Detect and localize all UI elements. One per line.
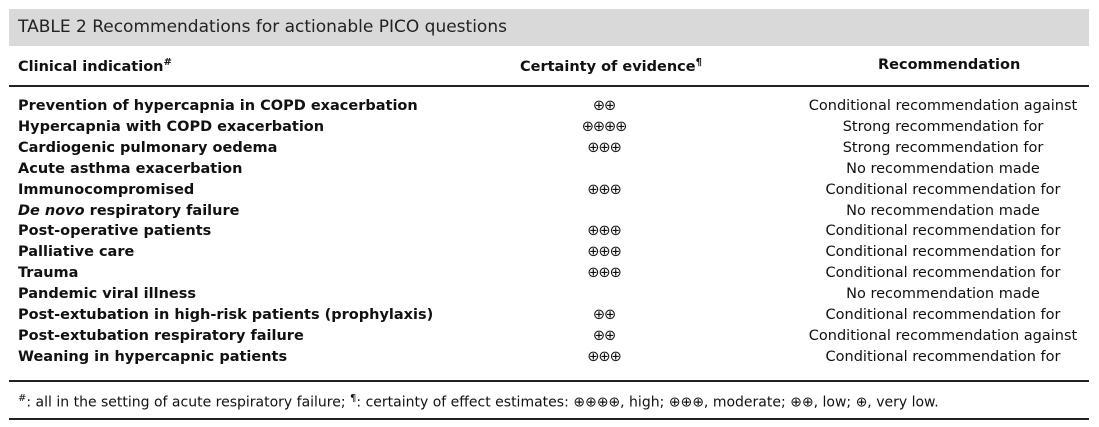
table-row: Post-extubation in high-risk patients (p… [0, 307, 1099, 328]
cell-certainty-of-evidence: ⊕⊕⊕ [587, 139, 621, 156]
indication-text: Post-extubation in high-risk patients (p… [18, 307, 434, 323]
cell-recommendation: Conditional recommendation for [825, 265, 1061, 282]
indication-text: Weaning in hypercapnic patients [18, 348, 288, 365]
indication-text: Pandemic viral illness [18, 286, 196, 303]
cell-clinical-indication: Cardiogenic pulmonary oedema [18, 140, 277, 156]
cell-clinical-indication: Prevention of hypercapnia in COPD exacer… [18, 98, 418, 114]
header-recommendation: Recommendation [878, 57, 1021, 73]
table-row: Palliative care ⊕⊕⊕ Conditional recommenda… [0, 244, 1099, 265]
header-indication-mark: # [163, 57, 172, 68]
header-indication-label: Clinical indication [18, 58, 164, 75]
cell-clinical-indication: Acute asthma exacerbation [18, 161, 242, 177]
cell-clinical-indication: Pandemic viral illness [18, 286, 196, 302]
cell-certainty-of-evidence: ⊕⊕ [592, 307, 616, 323]
indication-text: Immunocompromised [18, 181, 195, 198]
table-row: Pandemic viral illness No recommendation … [0, 286, 1099, 307]
table-row: Post-extubation respiratory failure ⊕⊕ Con… [0, 328, 1099, 349]
cell-recommendation: Conditional recommendation against [808, 327, 1078, 344]
table-row: Immunocompromised ⊕⊕⊕ Conditional recommen… [0, 182, 1099, 203]
cell-clinical-indication: Weaning in hypercapnic patients [18, 349, 287, 365]
cell-recommendation: No recommendation made [846, 286, 1040, 303]
indication-text: Cardiogenic pulmonary oedema [18, 139, 278, 156]
indication-text: Hypercapnia with COPD exacerbation [18, 118, 325, 135]
header-certainty-mark: ¶ [695, 57, 702, 68]
cell-clinical-indication: Trauma [18, 265, 78, 281]
table-row: De novo respiratory failure No recommenda… [0, 203, 1099, 224]
cell-recommendation: Strong recommendation for [842, 118, 1044, 135]
footer-rule [9, 418, 1089, 420]
cell-clinical-indication: Post-extubation respiratory failure [18, 328, 304, 344]
footnote-text-2: : certainty of effect estimates: ⊕⊕⊕⊕, h… [356, 394, 939, 411]
cell-certainty-of-evidence: ⊕⊕ [592, 98, 616, 114]
cell-certainty-of-evidence: ⊕⊕⊕ [587, 265, 621, 282]
indication-text: Palliative care [18, 244, 135, 261]
cell-clinical-indication: Post-extubation in high-risk patients (p… [18, 307, 433, 323]
table-row: Post-operative patients ⊕⊕⊕ Conditional re… [0, 223, 1099, 244]
cell-recommendation: Conditional recommendation for [825, 307, 1061, 323]
table-row: Cardiogenic pulmonary oedema ⊕⊕⊕ Strong re… [0, 140, 1099, 161]
cell-certainty-of-evidence: ⊕⊕ [592, 327, 616, 344]
indication-text: Post-operative patients [18, 223, 212, 240]
cell-recommendation: No recommendation made [846, 202, 1040, 219]
cell-recommendation: No recommendation made [846, 160, 1040, 177]
cell-clinical-indication: Palliative care [18, 244, 134, 260]
table-title: TABLE 2 Recommendations for actionable P… [18, 17, 507, 37]
cell-certainty-of-evidence: ⊕⊕⊕ [587, 181, 621, 198]
cell-recommendation: Strong recommendation for [842, 139, 1044, 156]
cell-recommendation: Conditional recommendation for [825, 223, 1061, 240]
cell-recommendation: Conditional recommendation for [825, 244, 1061, 261]
table-row: Trauma ⊕⊕⊕ Conditional recommendation for [0, 265, 1099, 286]
table-row: Hypercapnia with COPD exacerbation ⊕⊕⊕⊕ St… [0, 119, 1099, 140]
table-title-bar: TABLE 2 Recommendations for actionable P… [9, 9, 1089, 46]
table-row: Prevention of hypercapnia in COPD exacer… [0, 98, 1099, 119]
cell-certainty-of-evidence: ⊕⊕⊕ [587, 244, 621, 261]
body-rule [9, 380, 1089, 382]
header-certainty-of-evidence: Certainty of evidence¶ [520, 57, 702, 75]
indication-text: respiratory failure [84, 202, 240, 219]
table-row: Weaning in hypercapnic patients ⊕⊕⊕ Condit… [0, 349, 1099, 370]
footnote-mark-hash: # [18, 393, 27, 404]
header-clinical-indication: Clinical indication# [18, 57, 172, 75]
cell-certainty-of-evidence: ⊕⊕⊕⊕ [581, 118, 628, 135]
cell-clinical-indication: Post-operative patients [18, 223, 211, 239]
indication-italic-text: De novo [18, 202, 85, 219]
footnote-text-1: : all in the setting of acute respirator… [26, 394, 351, 411]
cell-certainty-of-evidence: ⊕⊕⊕ [587, 348, 621, 365]
cell-clinical-indication: Immunocompromised [18, 182, 194, 198]
indication-text: Prevention of hypercapnia in COPD exacer… [18, 98, 418, 114]
indication-text: Post-extubation respiratory failure [18, 327, 304, 344]
cell-clinical-indication: De novo respiratory failure [18, 203, 239, 219]
cell-clinical-indication: Hypercapnia with COPD exacerbation [18, 119, 324, 135]
header-rule [9, 85, 1089, 87]
indication-text: Acute asthma exacerbation [18, 160, 243, 177]
table-row: Acute asthma exacerbation No recommendati… [0, 161, 1099, 182]
footnote-mark-pilcrow: ¶ [350, 393, 357, 404]
header-certainty-label: Certainty of evidence [520, 58, 696, 75]
cell-recommendation: Conditional recommendation against [808, 98, 1078, 114]
cell-recommendation: Conditional recommendation for [825, 348, 1061, 365]
cell-certainty-of-evidence: ⊕⊕⊕ [587, 223, 621, 240]
table-footnote: #: all in the setting of acute respirato… [18, 393, 939, 411]
indication-text: Trauma [18, 265, 79, 282]
cell-recommendation: Conditional recommendation for [825, 181, 1061, 198]
